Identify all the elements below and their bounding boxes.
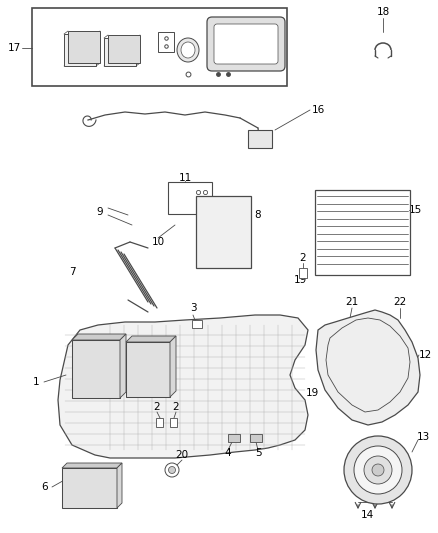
Text: 14: 14: [360, 510, 374, 520]
Text: 4: 4: [225, 448, 231, 458]
Text: 2: 2: [154, 402, 160, 412]
Bar: [299, 268, 307, 278]
Ellipse shape: [181, 42, 195, 58]
Polygon shape: [117, 463, 122, 508]
Circle shape: [165, 463, 179, 477]
Bar: [158, 32, 174, 52]
Text: 12: 12: [418, 350, 431, 360]
Bar: [196, 196, 251, 268]
Text: 17: 17: [7, 43, 21, 53]
Polygon shape: [64, 34, 96, 66]
Bar: [192, 320, 202, 328]
Text: 2: 2: [173, 402, 179, 412]
Polygon shape: [68, 31, 100, 63]
Text: 19: 19: [293, 275, 307, 285]
Text: 18: 18: [376, 7, 390, 17]
Text: 6: 6: [42, 482, 48, 492]
Circle shape: [372, 464, 384, 476]
Text: 11: 11: [178, 173, 192, 183]
Polygon shape: [316, 310, 420, 425]
Polygon shape: [62, 463, 122, 468]
Text: 13: 13: [417, 432, 430, 442]
Polygon shape: [104, 38, 136, 66]
Text: 3: 3: [190, 303, 196, 313]
Bar: [228, 434, 240, 442]
Text: 8: 8: [254, 210, 261, 220]
Text: 2: 2: [300, 253, 306, 263]
Bar: [170, 418, 177, 427]
Bar: [126, 342, 170, 397]
Circle shape: [169, 466, 176, 473]
Polygon shape: [126, 336, 176, 342]
Ellipse shape: [177, 38, 199, 62]
Bar: [250, 434, 262, 442]
Text: 16: 16: [311, 105, 325, 115]
Polygon shape: [120, 334, 126, 398]
Polygon shape: [108, 35, 140, 63]
FancyBboxPatch shape: [214, 24, 278, 64]
Polygon shape: [58, 315, 308, 458]
Text: 10: 10: [152, 237, 165, 247]
Bar: [248, 130, 272, 148]
Bar: [72, 340, 120, 398]
Text: 9: 9: [97, 207, 103, 217]
Text: 22: 22: [393, 297, 406, 307]
Text: 21: 21: [346, 297, 359, 307]
Text: 7: 7: [69, 267, 75, 277]
Circle shape: [364, 456, 392, 484]
FancyBboxPatch shape: [207, 17, 285, 71]
Bar: [168, 182, 212, 214]
Polygon shape: [170, 336, 176, 397]
Text: 1: 1: [33, 377, 39, 387]
Text: 5: 5: [254, 448, 261, 458]
Bar: [315, 190, 410, 275]
Polygon shape: [72, 334, 126, 340]
Bar: [156, 418, 163, 427]
Bar: [32, 8, 287, 86]
Bar: [62, 468, 117, 508]
Text: 15: 15: [408, 205, 422, 215]
Circle shape: [344, 436, 412, 504]
Text: 19: 19: [305, 388, 318, 398]
Circle shape: [354, 446, 402, 494]
Text: 20: 20: [176, 450, 189, 460]
